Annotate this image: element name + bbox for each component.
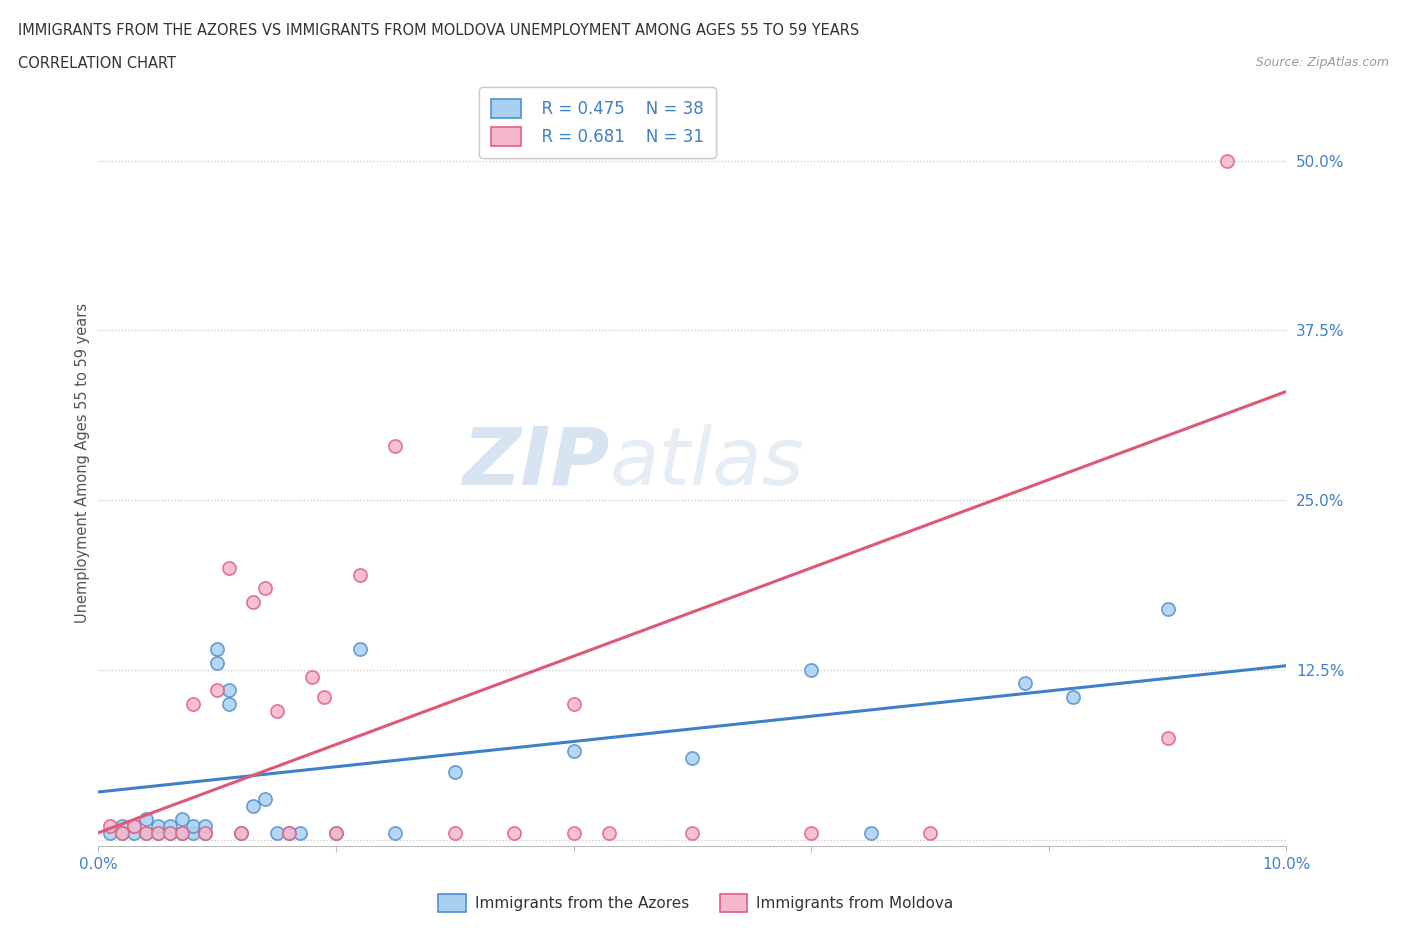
Point [194,825,217,840]
Point [183,818,205,833]
Point [562,825,585,840]
Text: ZIP: ZIP [463,424,609,501]
Point [194,825,217,840]
Point [800,825,823,840]
Y-axis label: Unemployment Among Ages 55 to 59 years: Unemployment Among Ages 55 to 59 years [75,302,90,623]
Point [242,798,264,813]
Point [229,825,252,840]
Text: CORRELATION CHART: CORRELATION CHART [18,56,176,71]
Point [111,818,134,833]
Legend:   R = 0.475    N = 38,   R = 0.681    N = 31: R = 0.475 N = 38, R = 0.681 N = 31 [479,87,716,157]
Point [920,825,942,840]
Point [1156,730,1178,745]
Point [159,825,181,840]
Point [349,642,371,657]
Point [503,825,526,840]
Point [242,594,264,609]
Point [98,825,121,840]
Point [1156,601,1178,616]
Point [1014,676,1036,691]
Point [170,825,193,840]
Point [205,656,228,671]
Point [111,825,134,840]
Point [218,561,240,576]
Point [1216,153,1239,168]
Point [146,825,169,840]
Point [122,818,145,833]
Point [266,703,288,718]
Point [443,764,465,779]
Point [135,825,157,840]
Point [325,825,347,840]
Text: Source: ZipAtlas.com: Source: ZipAtlas.com [1256,56,1389,69]
Legend: Immigrants from the Azores, Immigrants from Moldova: Immigrants from the Azores, Immigrants f… [432,888,960,918]
Point [277,825,299,840]
Point [146,818,169,833]
Point [146,825,169,840]
Point [218,683,240,698]
Point [205,683,228,698]
Point [598,825,620,840]
Point [800,662,823,677]
Point [290,825,312,840]
Point [384,825,406,840]
Point [122,818,145,833]
Point [183,825,205,840]
Point [253,791,276,806]
Point [183,697,205,711]
Point [301,669,323,684]
Point [562,697,585,711]
Point [111,825,134,840]
Point [277,825,299,840]
Point [253,581,276,596]
Point [170,812,193,827]
Text: IMMIGRANTS FROM THE AZORES VS IMMIGRANTS FROM MOLDOVA UNEMPLOYMENT AMONG AGES 55: IMMIGRANTS FROM THE AZORES VS IMMIGRANTS… [18,23,859,38]
Point [562,744,585,759]
Point [218,697,240,711]
Point [349,567,371,582]
Text: atlas: atlas [609,424,804,501]
Point [859,825,882,840]
Point [122,825,145,840]
Point [314,689,336,704]
Point [205,642,228,657]
Point [384,438,406,453]
Point [681,751,703,765]
Point [266,825,288,840]
Point [135,812,157,827]
Point [135,825,157,840]
Point [170,825,193,840]
Point [159,825,181,840]
Point [229,825,252,840]
Point [194,818,217,833]
Point [325,825,347,840]
Point [443,825,465,840]
Point [681,825,703,840]
Point [1062,689,1084,704]
Point [98,818,121,833]
Point [159,818,181,833]
